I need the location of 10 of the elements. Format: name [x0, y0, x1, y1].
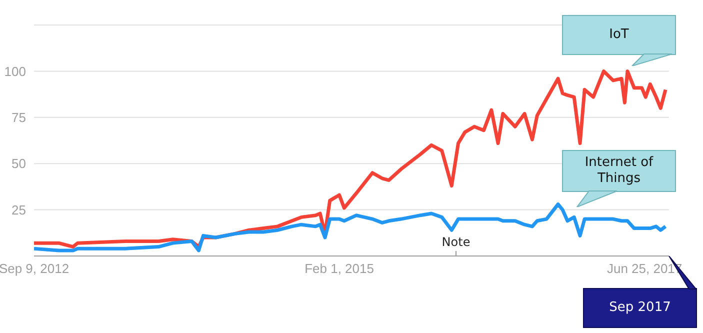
line-series	[34, 69, 668, 249]
y-tick-label: 100	[4, 64, 26, 79]
y-tick-label: 25	[12, 202, 26, 218]
y-tick-label: 75	[12, 110, 26, 126]
annotation: Note	[442, 235, 470, 249]
annotation: IoT	[609, 27, 629, 43]
x-tick-label: Feb 1, 2015	[304, 261, 374, 276]
y-tick-label: 50	[12, 156, 26, 172]
line-series	[34, 202, 668, 252]
annotation: Internet of Things	[584, 155, 654, 187]
